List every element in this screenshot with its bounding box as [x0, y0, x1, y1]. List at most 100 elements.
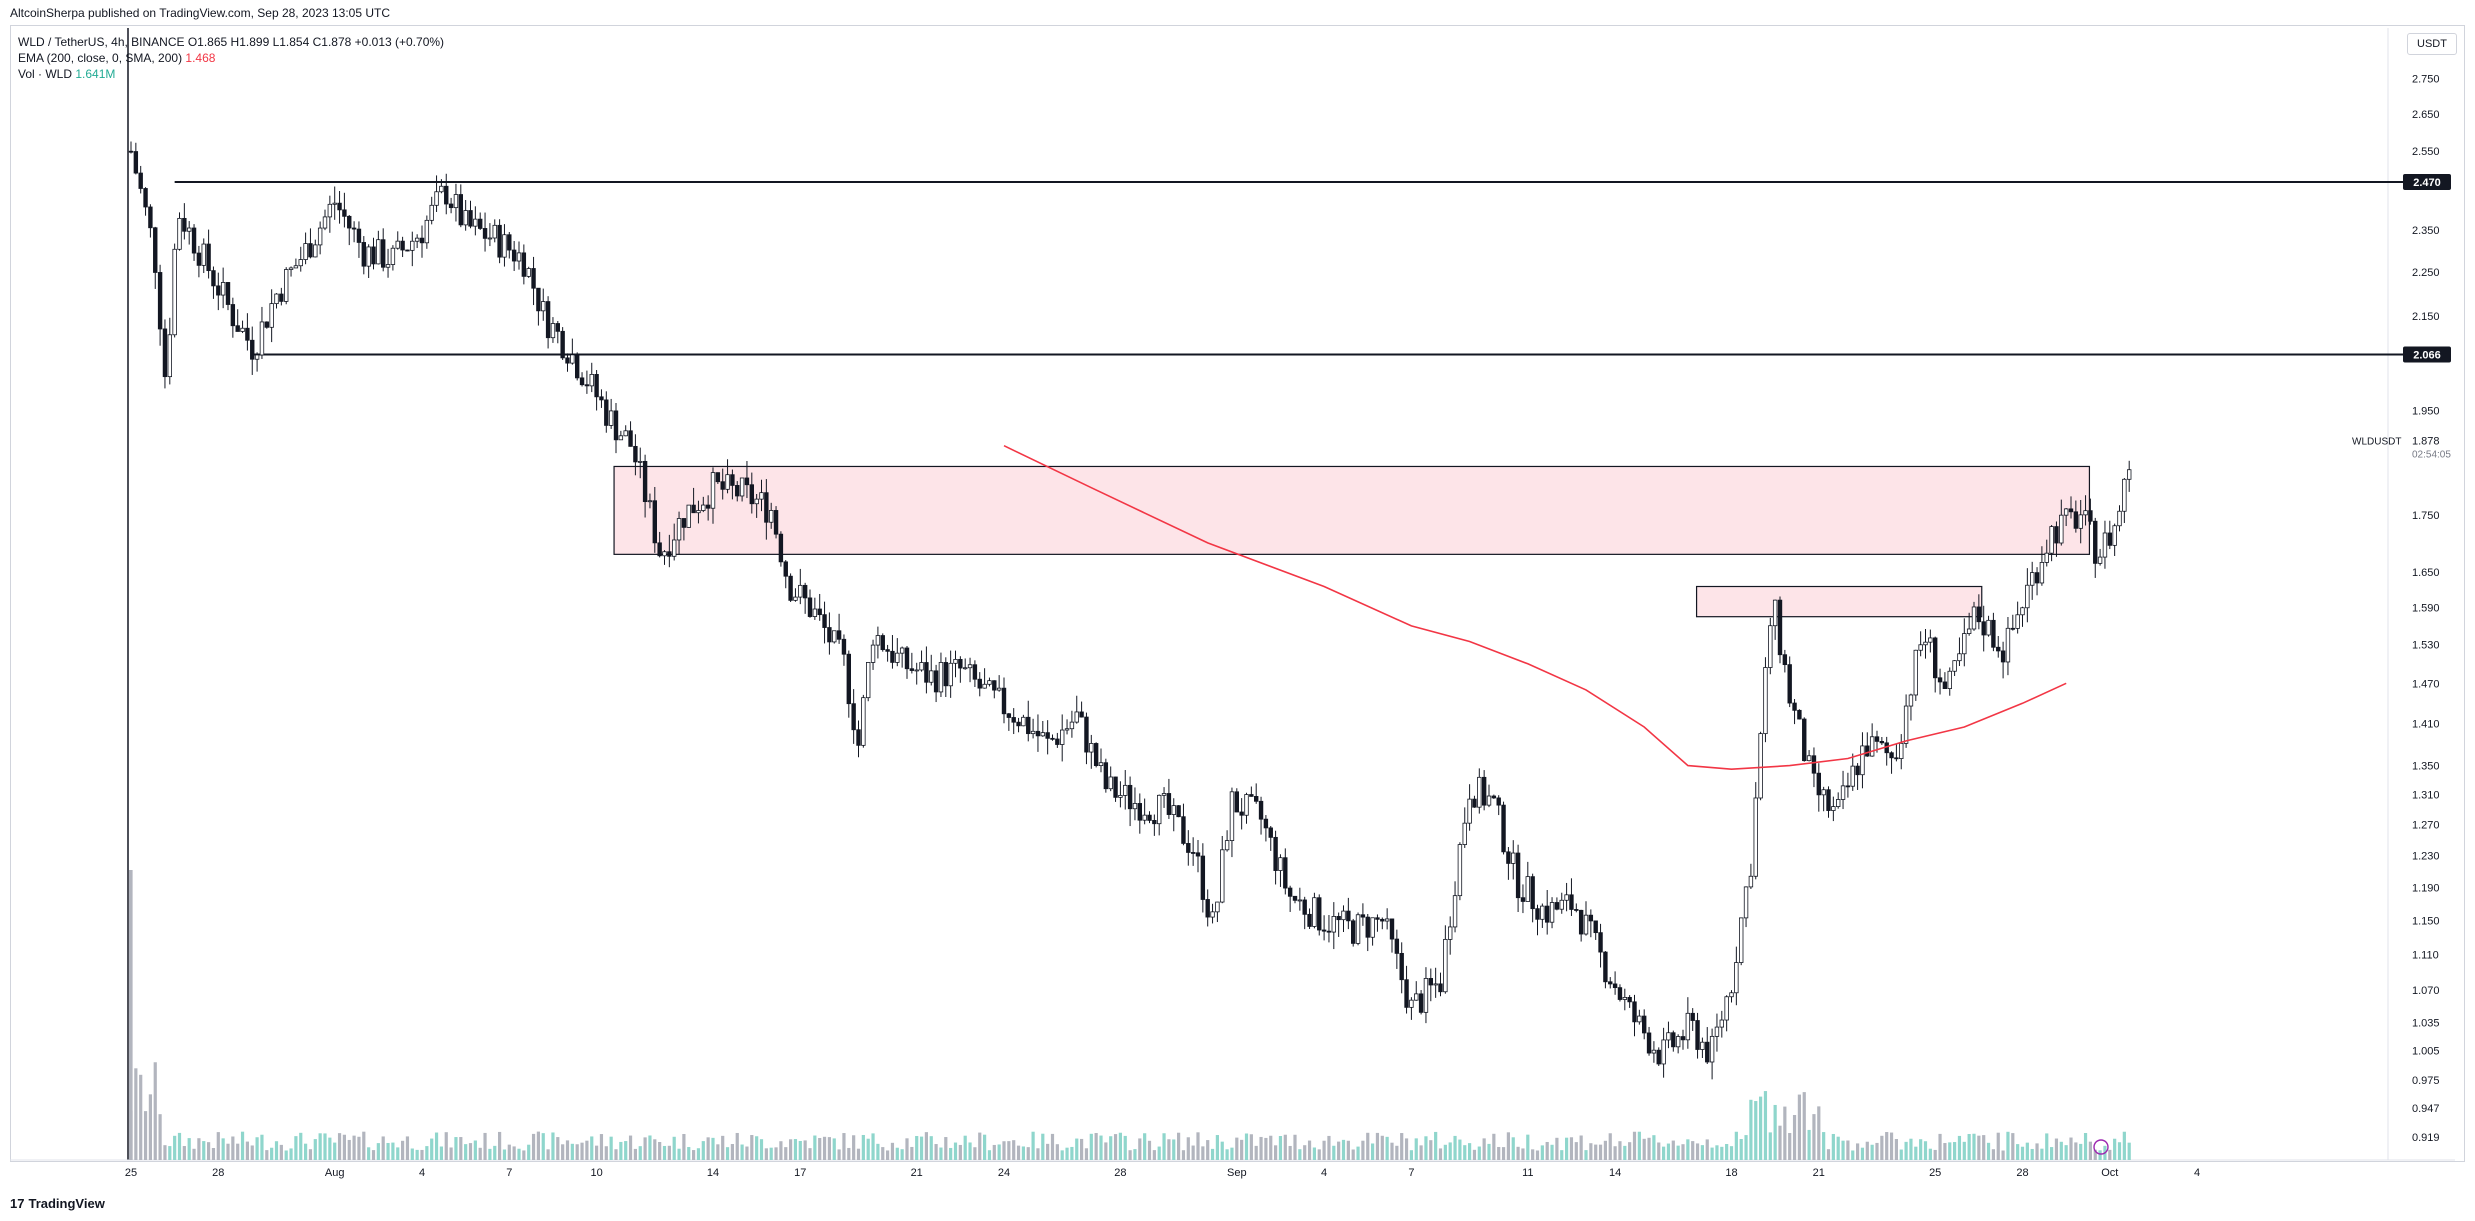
- event-marker-icon[interactable]: [2093, 1139, 2109, 1155]
- volume-bar: [692, 1150, 696, 1160]
- candle-body: [298, 259, 303, 267]
- candle-body: [1627, 996, 1632, 1003]
- candle-body: [2030, 572, 2035, 586]
- volume-bar: [1220, 1141, 1224, 1160]
- candle-body: [1060, 729, 1065, 745]
- candle-body: [555, 323, 560, 332]
- candle-body: [1064, 728, 1070, 731]
- volume-label[interactable]: Vol · WLD: [18, 67, 73, 81]
- ema-label[interactable]: EMA (200, close, 0, SMA, 200): [18, 51, 183, 65]
- volume-row[interactable]: Vol · WLD 1.641M: [18, 66, 444, 82]
- volume-bar: [2064, 1145, 2068, 1160]
- candle-body: [1903, 705, 1909, 744]
- candle-body: [1530, 876, 1535, 910]
- candle-body: [686, 504, 691, 528]
- candle-body: [1792, 702, 1797, 711]
- volume-bar: [1662, 1146, 1666, 1160]
- volume-bar: [682, 1133, 686, 1160]
- candle-body: [434, 191, 439, 206]
- time-tick-label: 28: [212, 1167, 224, 1179]
- candle-body: [2073, 511, 2079, 529]
- time-tick-label: Oct: [2101, 1167, 2118, 1179]
- volume-bar: [968, 1142, 972, 1160]
- candle-body: [1525, 876, 1530, 902]
- volume-bar: [1099, 1135, 1103, 1160]
- price-tick-label: 1.230: [2412, 851, 2440, 863]
- candle-body: [754, 498, 759, 505]
- candle-body: [1215, 901, 1220, 913]
- tradingview-logo[interactable]: 17 TradingView: [10, 1196, 105, 1211]
- candle-body: [1147, 814, 1152, 821]
- candle-body: [2063, 508, 2069, 516]
- tradingview-logo-icon: 17: [10, 1196, 25, 1211]
- supply-zone-box[interactable]: [1695, 585, 1983, 618]
- volume-bar: [1138, 1138, 1142, 1160]
- candle-body: [2068, 508, 2074, 513]
- volume-bar: [1705, 1139, 1709, 1160]
- volume-bar: [1584, 1150, 1588, 1160]
- volume-bar: [1332, 1145, 1336, 1160]
- candle-body: [1171, 805, 1176, 815]
- candle-body: [502, 234, 507, 258]
- time-tick-label: Aug: [325, 1167, 345, 1179]
- price-tick-label: 1.350: [2412, 761, 2440, 773]
- volume-bar: [1899, 1149, 1903, 1160]
- candle-body: [2122, 478, 2127, 512]
- candle-body: [851, 703, 856, 731]
- volume-bar: [153, 1062, 157, 1160]
- candle-body: [1554, 902, 1560, 910]
- volume-bar: [1438, 1148, 1443, 1160]
- volume-bar: [638, 1146, 642, 1160]
- candle-body: [1428, 978, 1433, 986]
- candle-body: [1709, 1035, 1715, 1063]
- supply-zone-box[interactable]: [613, 465, 2091, 555]
- volume-bar: [735, 1132, 739, 1160]
- volume-bar: [2040, 1148, 2044, 1160]
- volume-bar: [1390, 1142, 1394, 1160]
- volume-bar: [502, 1149, 507, 1160]
- volume-bar: [1754, 1101, 1758, 1160]
- volume-bar: [1676, 1145, 1680, 1160]
- volume-bar: [1458, 1139, 1462, 1160]
- volume-bar: [2011, 1133, 2015, 1160]
- volume-bar: [1021, 1146, 1025, 1160]
- candle-body: [841, 638, 847, 655]
- volume-bar: [842, 1133, 846, 1160]
- candle-body: [1714, 1026, 1720, 1037]
- candle-body: [904, 647, 910, 670]
- candle-body: [2102, 532, 2108, 558]
- symbol-row[interactable]: WLD / TetherUS, 4h, BINANCE O1.865 H1.89…: [18, 34, 444, 50]
- volume-bar: [434, 1132, 439, 1160]
- volume-bar: [1783, 1106, 1787, 1160]
- volume-bar: [1351, 1149, 1355, 1160]
- candle-body: [395, 240, 400, 249]
- candle-body: [958, 658, 963, 669]
- candle-body: [1569, 894, 1574, 910]
- price-tick-label: 1.590: [2412, 603, 2440, 615]
- volume-bar: [808, 1148, 812, 1160]
- volume-bar: [1206, 1140, 1210, 1160]
- volume-bar: [677, 1148, 681, 1160]
- volume-bar: [1186, 1137, 1190, 1160]
- ema-200-line[interactable]: [1003, 444, 2067, 771]
- volume-bar: [725, 1147, 730, 1160]
- volume-bar: [1070, 1146, 1074, 1160]
- candle-body: [2034, 572, 2040, 584]
- ema-row[interactable]: EMA (200, close, 0, SMA, 200) 1.468: [18, 50, 444, 66]
- candle-body: [1292, 895, 1298, 901]
- candle-body: [1578, 909, 1584, 935]
- candle-body: [235, 325, 240, 332]
- candle-body: [1278, 857, 1283, 871]
- candle-body: [2059, 514, 2064, 544]
- volume-bar: [2059, 1141, 2063, 1160]
- candle-body: [2049, 526, 2054, 554]
- symbol-title[interactable]: WLD / TetherUS, 4h, BINANCE: [18, 35, 185, 49]
- volume-bar: [1312, 1147, 1316, 1160]
- volume-bar: [1307, 1140, 1312, 1160]
- currency-button[interactable]: USDT: [2407, 33, 2457, 55]
- candle-body: [1821, 789, 1826, 796]
- volume-bar: [1026, 1147, 1030, 1160]
- price-tick-label: 0.975: [2412, 1075, 2440, 1087]
- volume-bar: [1691, 1141, 1695, 1160]
